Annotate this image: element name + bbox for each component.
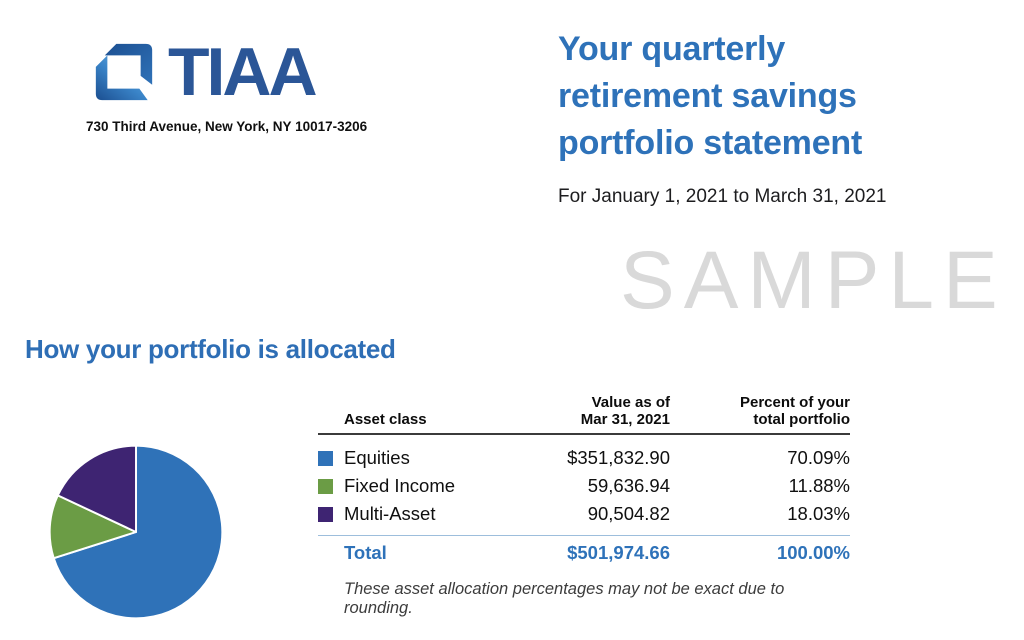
asset-label: Multi-Asset — [344, 503, 436, 524]
total-divider — [318, 535, 850, 536]
total-value: $501,974.66 — [567, 542, 670, 563]
col-header-asset-class: Asset class — [344, 411, 427, 428]
total-label: Total — [344, 542, 387, 563]
tiaa-logo: TIAA — [88, 34, 318, 110]
asset-percent: 18.03% — [787, 503, 850, 524]
table-body: Equities $351,832.90 70.09% Fixed Income… — [318, 435, 850, 528]
asset-percent: 11.88% — [788, 475, 850, 496]
table-row-fixed-income: Fixed Income 59,636.94 11.88% — [318, 472, 850, 500]
asset-value: 90,504.82 — [587, 503, 670, 524]
allocation-pie-chart — [47, 443, 225, 621]
total-percent: 100.00% — [776, 542, 850, 563]
section-heading: How your portfolio is allocated — [25, 334, 396, 364]
table-header-row: Asset class Value as of Mar 31, 2021 Per… — [318, 394, 850, 433]
tiaa-logo-icon — [95, 43, 153, 101]
tiaa-wordmark: TIAA — [168, 34, 318, 110]
equities-legend-swatch — [318, 450, 333, 466]
multi-asset-legend-swatch — [318, 506, 333, 522]
allocation-table: Asset class Value as of Mar 31, 2021 Per… — [318, 394, 850, 618]
table-row-equities: Equities $351,832.90 70.09% — [318, 444, 850, 472]
statement-period: For January 1, 2021 to March 31, 2021 — [558, 186, 887, 207]
title-line-3: portfolio statement — [558, 124, 863, 162]
rounding-footnote: These asset allocation percentages may n… — [344, 580, 785, 617]
title-line-1: Your quarterly — [558, 30, 786, 68]
pie-slice-equities — [52, 444, 224, 620]
statement-title: Your quarterly retirement savings portfo… — [558, 26, 862, 167]
table-row-multi-asset: Multi-Asset 90,504.82 18.03% — [318, 500, 850, 528]
table-row-total: Total $501,974.66 100.00% — [318, 538, 850, 568]
asset-value: $351,832.90 — [567, 447, 670, 468]
title-line-2: retirement savings — [558, 77, 857, 115]
asset-label: Equities — [344, 447, 410, 468]
asset-value: 59,636.94 — [587, 475, 670, 496]
asset-label: Fixed Income — [344, 475, 456, 496]
pie-slice-fixed-income — [48, 494, 137, 560]
col-header-value: Value as of Mar 31, 2021 — [580, 394, 670, 428]
col-header-percent: Percent of your total portfolio — [739, 394, 850, 428]
company-address: 730 Third Avenue, New York, NY 10017-320… — [86, 119, 368, 134]
sample-watermark: SAMPLE — [620, 235, 1007, 326]
fixed-income-legend-swatch — [318, 478, 333, 494]
asset-percent: 70.09% — [787, 447, 850, 468]
pie-chart-icon — [48, 444, 224, 620]
pie-slice-multi-asset — [56, 444, 137, 533]
header-divider — [318, 433, 850, 435]
